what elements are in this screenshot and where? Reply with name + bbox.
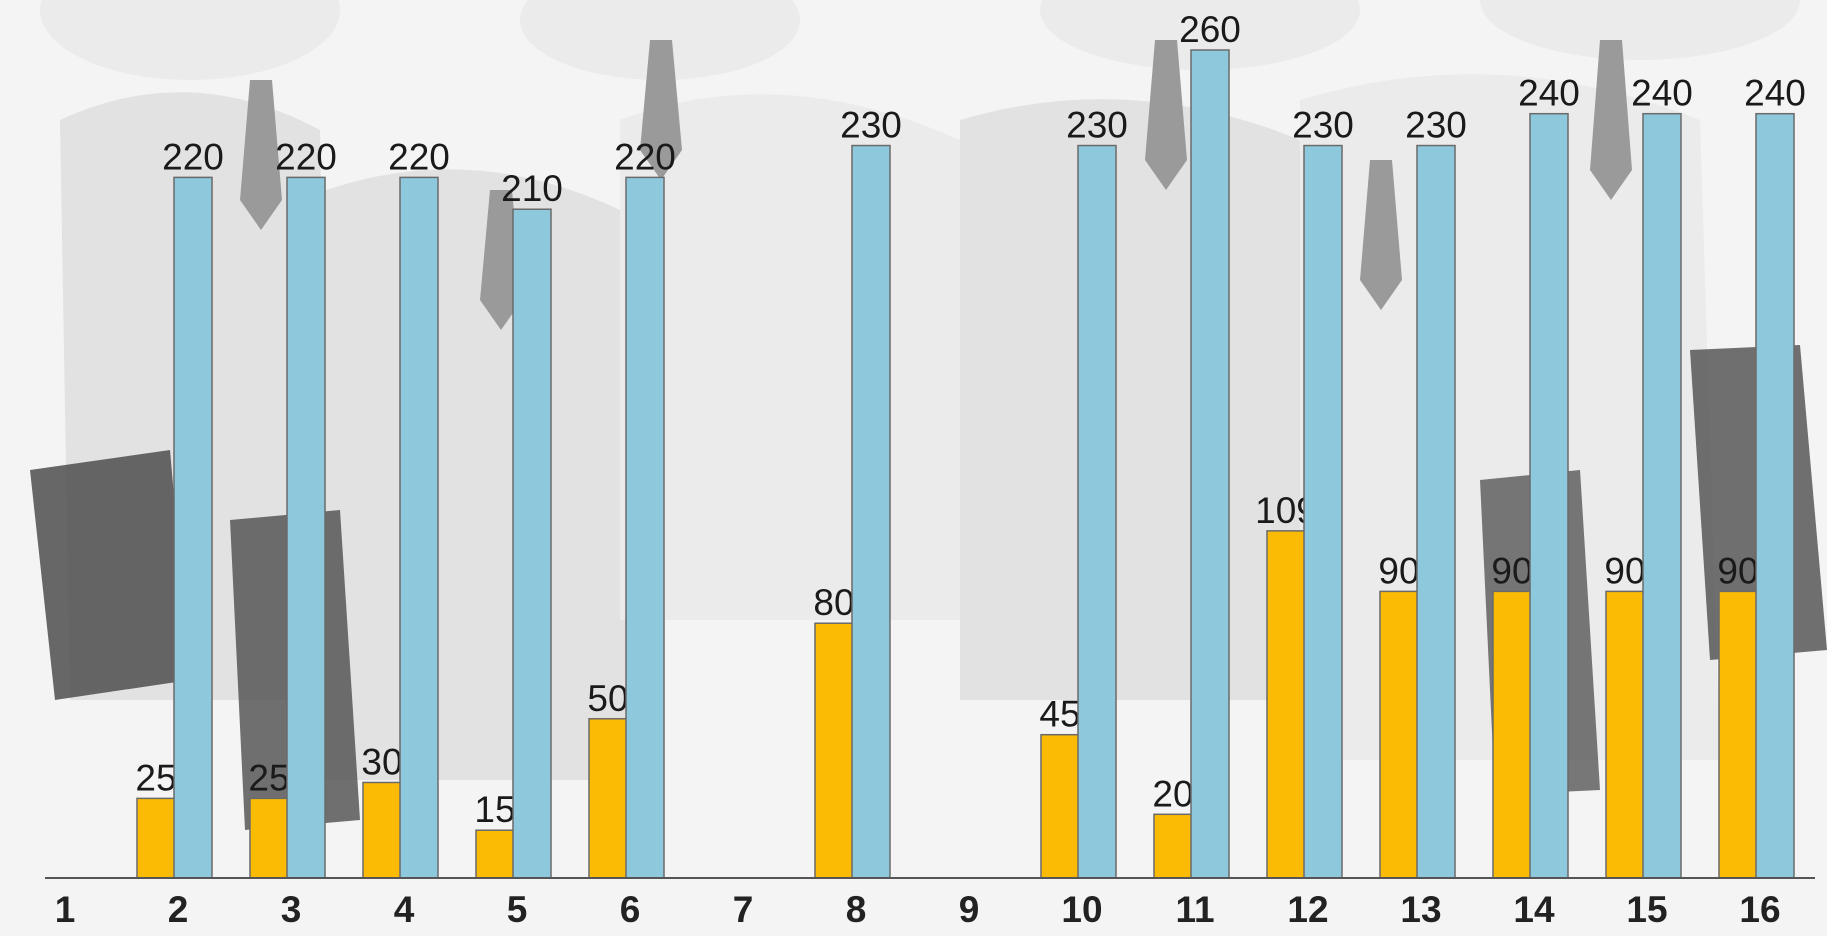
- x-tick-label-12: 12: [1287, 889, 1328, 930]
- data-label-s1-16: 90: [1717, 550, 1758, 591]
- data-label-s2-12: 230: [1292, 105, 1354, 146]
- bar-s2-8: [851, 144, 891, 879]
- data-label-s2-10: 230: [1066, 105, 1128, 146]
- data-label-s1-5: 15: [474, 789, 515, 830]
- bar-s2-16: [1755, 112, 1795, 879]
- bar-s2-12: [1303, 144, 1343, 879]
- x-tick-label-15: 15: [1626, 889, 1667, 930]
- bar-s2-13: [1416, 144, 1456, 879]
- data-label-s2-13: 230: [1405, 105, 1467, 146]
- data-label-s2-14: 240: [1518, 73, 1580, 114]
- x-tick-label-5: 5: [507, 889, 528, 930]
- bar-s1-6: [588, 718, 628, 879]
- data-label-s2-2: 220: [162, 136, 224, 177]
- bar-s2-4: [399, 176, 439, 879]
- x-tick-label-7: 7: [733, 889, 754, 930]
- data-label-s1-4: 30: [361, 741, 402, 782]
- x-tick-label-8: 8: [846, 889, 867, 930]
- data-label-s2-8: 230: [840, 105, 902, 146]
- data-label-s1-8: 80: [813, 582, 854, 623]
- x-tick-label-2: 2: [168, 889, 189, 930]
- x-tick-label-9: 9: [959, 889, 980, 930]
- data-label-s2-6: 220: [614, 136, 676, 177]
- bar-s1-12: [1266, 530, 1306, 879]
- data-label-s1-2: 25: [135, 757, 176, 798]
- bar-s2-3: [286, 176, 326, 879]
- data-label-s1-15: 90: [1604, 550, 1645, 591]
- bar-s1-3: [249, 797, 289, 879]
- bar-s1-16: [1718, 590, 1758, 879]
- x-tick-label-4: 4: [394, 889, 415, 930]
- x-tick-label-14: 14: [1513, 889, 1555, 930]
- data-label-s1-14: 90: [1491, 550, 1532, 591]
- bar-s1-2: [136, 797, 176, 879]
- data-label-s1-6: 50: [587, 678, 628, 719]
- data-label-s2-16: 240: [1744, 73, 1806, 114]
- bar-s1-5: [475, 829, 515, 879]
- x-tick-label-6: 6: [620, 889, 641, 930]
- bar-s1-11: [1153, 813, 1193, 879]
- bar-s1-13: [1379, 590, 1419, 879]
- data-label-s1-13: 90: [1378, 550, 1419, 591]
- data-label-s1-11: 20: [1152, 773, 1193, 814]
- data-label-s1-3: 25: [248, 757, 289, 798]
- bar-s1-10: [1040, 733, 1080, 879]
- x-tick-label-1: 1: [55, 889, 76, 930]
- bar-s2-5: [512, 208, 552, 879]
- data-label-s2-15: 240: [1631, 73, 1693, 114]
- bar-s2-2: [173, 176, 213, 879]
- x-tick-label-10: 10: [1061, 889, 1102, 930]
- x-axis-ticks: 1 2 3 4 5 6 7 8 9 10 11 12 13 14 15 16: [55, 889, 1781, 930]
- x-tick-label-3: 3: [281, 889, 302, 930]
- bar-s2-6: [625, 176, 665, 879]
- bar-s2-15: [1642, 112, 1682, 879]
- data-label-s2-4: 220: [388, 136, 450, 177]
- bars-layer: 25 220 25 220 30 220 15 210 50 220 80 230 45 230 20 260…: [135, 9, 1806, 879]
- data-label-s2-11: 260: [1179, 9, 1241, 50]
- x-tick-label-16: 16: [1739, 889, 1780, 930]
- bar-s2-14: [1529, 112, 1569, 879]
- x-tick-label-11: 11: [1175, 889, 1214, 930]
- bar-s1-8: [814, 622, 854, 879]
- bar-s1-4: [362, 781, 402, 879]
- bar-s2-11: [1190, 49, 1230, 879]
- bar-s2-10: [1077, 144, 1117, 879]
- data-label-s2-5: 210: [501, 168, 563, 209]
- data-label-s2-3: 220: [275, 136, 337, 177]
- bar-s1-14: [1492, 590, 1532, 879]
- x-tick-label-13: 13: [1400, 889, 1441, 930]
- data-label-s1-10: 45: [1039, 694, 1080, 735]
- bar-s1-15: [1605, 590, 1645, 879]
